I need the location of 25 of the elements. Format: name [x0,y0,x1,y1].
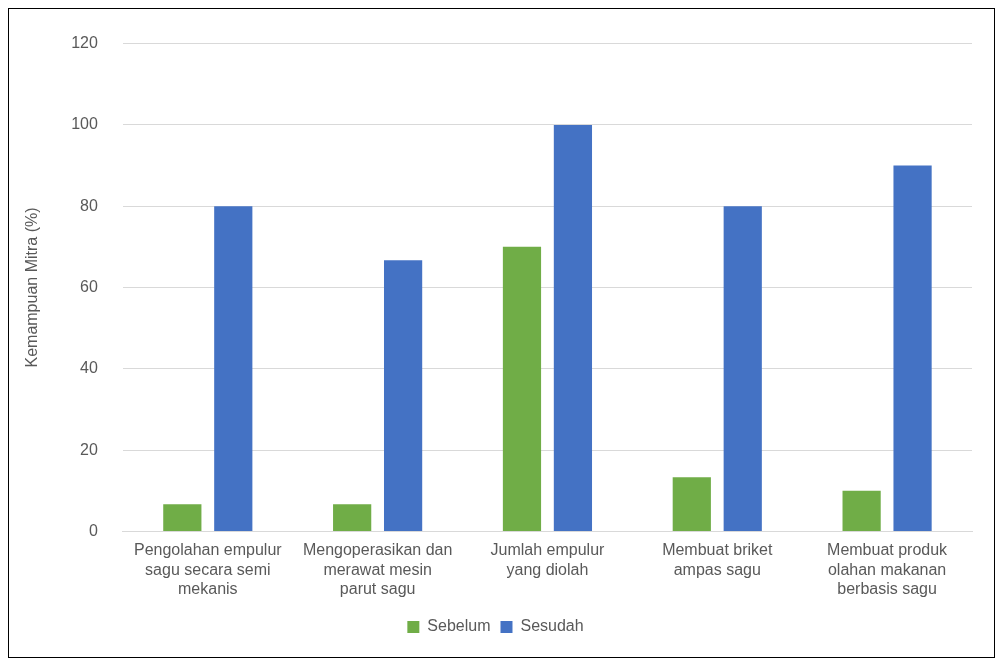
y-tick-label: 120 [71,34,98,52]
y-tick-label: 60 [80,277,98,295]
bar [553,124,593,531]
bar [672,477,711,531]
bar [333,504,372,531]
x-tick-label: Pengolahan empulur sagu secara semi mekanis [133,541,283,597]
y-tick-label: 0 [88,521,98,539]
x-tick-label: Membuat briket ampas sagu [662,541,773,578]
legend-label: Sebelum [427,617,491,635]
bar [214,206,253,531]
x-tick-label: Membuat produk olahan makanan berbasis sagu [827,541,949,597]
bar [384,260,423,531]
y-tick-label: 100 [71,115,98,133]
y-axis-title: Kemampuan Mitra (%) [23,207,41,368]
legend-label: Sesudah [520,617,584,635]
y-tick-label: 40 [80,359,98,377]
x-tick-label: Mengoperasikan dan merawat mesin parut sagu [302,541,453,597]
y-tick-label: 20 [80,440,98,458]
bar [893,165,932,531]
bar [842,490,881,531]
x-tick-label: Jumlah empulur yang diolah [490,541,606,578]
bar [723,206,762,531]
bar [163,504,202,531]
y-tick-label: 80 [80,196,98,214]
bar [502,246,542,531]
